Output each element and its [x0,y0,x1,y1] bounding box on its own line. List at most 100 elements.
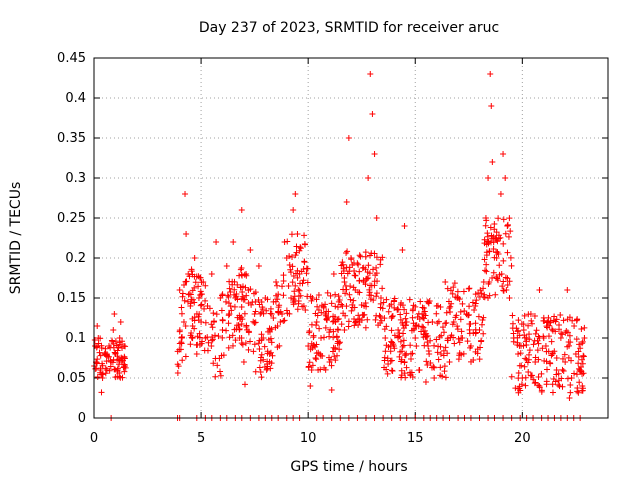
data-point-cloud [211,332,218,339]
data-point-cloud [449,290,456,297]
data-point-cloud [407,342,414,349]
data-point-cloud [201,347,208,354]
data-point-cloud [290,272,297,279]
data-point-cloud [388,314,395,321]
data-point-cloud [247,338,254,345]
data-point-cloud [398,299,405,306]
data-point-cloud [388,327,395,334]
data-point-cloud [491,220,498,227]
data-point-cloud [204,334,211,341]
data-point-cloud [496,262,503,269]
data-point [564,287,571,293]
data-point-cloud [275,308,282,315]
data-point-cloud [403,310,410,317]
data-point-cloud [304,265,311,272]
data-point-cloud [327,356,334,363]
data-point-cloud [397,348,404,355]
data-point-cloud [356,277,363,284]
data-point-cloud [206,305,213,312]
data-point-cloud [294,267,301,274]
data-point-cloud [530,376,537,383]
data-point-cloud [191,299,198,306]
data-point-cloud [209,324,216,331]
y-tick-label: 0.1 [65,331,86,346]
data-point [488,103,495,109]
data-point-cloud [486,292,493,299]
data-point-cloud [383,366,390,373]
data-point-cloud [202,319,209,326]
data-point [373,215,380,221]
data-point-cloud [372,316,379,323]
data-point-cloud [442,374,449,381]
data-point-cloud [578,356,585,363]
data-point-cloud [287,266,294,273]
data-point-cloud [461,307,468,314]
data-point-cloud [356,268,363,275]
data-point-cloud [484,230,491,237]
x-tick-label: 15 [407,431,424,446]
data-point-cloud [515,370,522,377]
data-point-cloud [238,304,245,311]
data-point-cloud [333,334,340,341]
data-point [238,207,245,213]
y-tick-label: 0.35 [57,131,86,146]
data-point-cloud [475,313,482,320]
data-point-cloud [515,317,522,324]
data-point-cloud [474,346,481,353]
x-tick-label: 5 [197,431,205,446]
data-point-cloud [565,354,572,361]
data-point-cloud [198,279,205,286]
data-point-cloud [229,332,236,339]
data-point-cloud [368,282,375,289]
data-point-cloud [348,307,355,314]
data-point-cloud [334,304,341,311]
data-point-cloud [460,288,467,295]
data-point-cloud [248,301,255,308]
data-point-cloud [397,311,404,318]
data-point-cloud [451,280,458,287]
data-point-cloud [189,287,196,294]
data-point-cloud [366,292,373,299]
data-point-cloud [114,353,121,360]
data-point-cloud [376,312,383,319]
data-point [182,191,189,197]
data-point-cloud [290,299,297,306]
data-point-cloud [384,370,391,377]
data-point-cloud [467,344,474,351]
data-point-cloud [343,303,350,310]
data-point-cloud [363,303,370,310]
data-point-cloud [351,272,358,279]
data-point-cloud [498,270,505,277]
data-point-cloud [228,307,235,314]
data-point-cloud [441,368,448,375]
data-point-cloud [119,345,126,352]
data-point [497,191,504,197]
data-point-cloud [562,329,569,336]
data-point [176,287,183,293]
data-point [377,295,384,301]
data-point-cloud [483,252,490,259]
data-point-cloud [181,297,188,304]
data-point-cloud [532,330,539,337]
data-point-cloud [321,334,328,341]
data-point-cloud [523,356,530,363]
data-point-cloud [197,302,204,309]
data-point-cloud [493,274,500,281]
data-point-cloud [487,224,494,231]
data-point-cloud [302,307,309,314]
data-point-cloud [354,316,361,323]
data-point-cloud [385,308,392,315]
data-point-cloud [317,352,324,359]
data-point-cloud [309,362,316,369]
data-point-cloud [356,289,363,296]
data-point [94,323,101,329]
data-point-cloud [291,288,298,295]
data-point-cloud [328,362,335,369]
data-point-cloud [457,308,464,315]
data-point-cloud [225,320,232,327]
data-point-cloud [482,267,488,274]
data-point-cloud [377,261,384,268]
data-point-cloud [212,355,219,362]
data-point-cloud [298,268,305,275]
data-point-cloud [526,347,533,354]
